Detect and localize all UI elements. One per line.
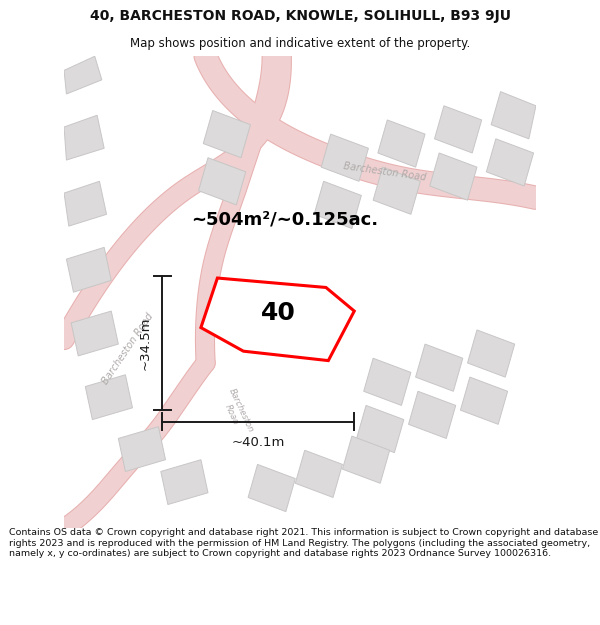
Polygon shape	[409, 391, 456, 439]
Text: ~504m²/~0.125ac.: ~504m²/~0.125ac.	[191, 210, 379, 228]
Text: ~34.5m: ~34.5m	[139, 316, 151, 369]
Polygon shape	[373, 167, 421, 214]
Polygon shape	[248, 464, 295, 512]
Polygon shape	[295, 450, 343, 498]
Polygon shape	[64, 115, 104, 160]
Polygon shape	[64, 56, 102, 94]
Polygon shape	[378, 120, 425, 167]
Polygon shape	[199, 158, 246, 205]
Polygon shape	[364, 358, 411, 406]
Text: ~40.1m: ~40.1m	[232, 436, 285, 449]
Polygon shape	[343, 436, 389, 483]
Polygon shape	[161, 460, 208, 504]
Text: Map shows position and indicative extent of the property.: Map shows position and indicative extent…	[130, 38, 470, 51]
Polygon shape	[71, 311, 118, 356]
Polygon shape	[67, 248, 111, 292]
Text: Contains OS data © Crown copyright and database right 2021. This information is : Contains OS data © Crown copyright and d…	[9, 528, 598, 558]
Polygon shape	[314, 181, 361, 229]
Polygon shape	[356, 406, 404, 452]
Polygon shape	[467, 330, 515, 377]
Polygon shape	[430, 153, 477, 200]
Polygon shape	[434, 106, 482, 153]
Text: Barcheston Road: Barcheston Road	[100, 311, 155, 386]
Polygon shape	[118, 427, 166, 471]
Polygon shape	[64, 181, 107, 226]
Polygon shape	[491, 92, 536, 139]
Polygon shape	[321, 134, 368, 181]
Text: Barcheston Road: Barcheston Road	[343, 161, 427, 182]
Text: 40: 40	[262, 301, 296, 326]
Polygon shape	[416, 344, 463, 391]
Polygon shape	[201, 278, 354, 361]
Text: Barcheston
Road: Barcheston Road	[217, 387, 255, 438]
Polygon shape	[85, 375, 133, 419]
Polygon shape	[203, 111, 250, 158]
Polygon shape	[460, 377, 508, 424]
Text: 40, BARCHESTON ROAD, KNOWLE, SOLIHULL, B93 9JU: 40, BARCHESTON ROAD, KNOWLE, SOLIHULL, B…	[89, 9, 511, 22]
Polygon shape	[487, 139, 533, 186]
